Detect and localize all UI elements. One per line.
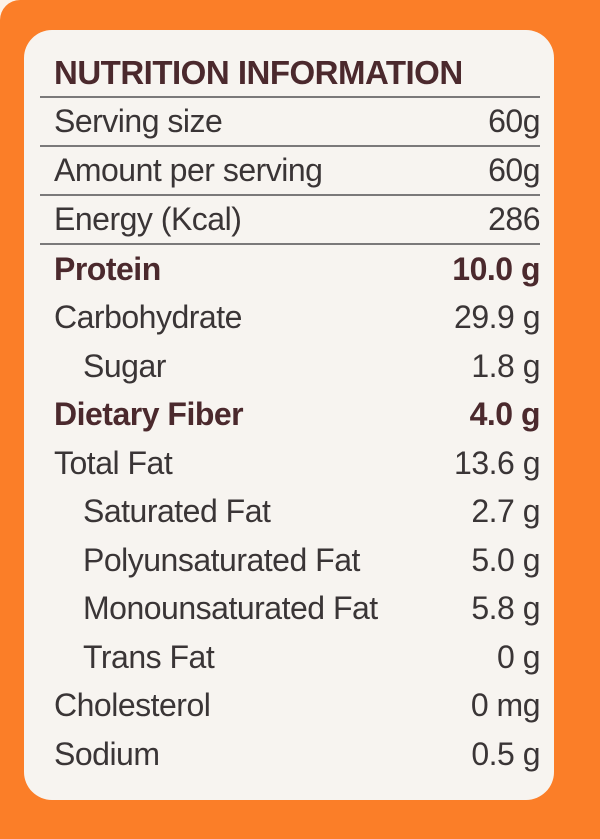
row-value: 0 g: [497, 638, 540, 675]
row-label: Carbohydrate: [54, 299, 242, 336]
row-label: Dietary Fiber: [54, 396, 244, 433]
nutrition-title: NUTRITION INFORMATION: [54, 54, 463, 91]
row-value: 10.0 g: [452, 250, 540, 287]
row-polyunsaturated-fat: Polyunsaturated Fat 5.0 g: [40, 536, 540, 585]
row-value: 29.9 g: [454, 299, 540, 336]
row-cholesterol: Cholesterol 0 mg: [40, 682, 541, 731]
row-sugar: Sugar 1.8 g: [40, 342, 540, 391]
row-value: 286: [488, 201, 540, 237]
row-value: 5.0 g: [471, 541, 540, 578]
row-energy: Energy (Kcal) 286: [40, 196, 540, 243]
row-value: 60g: [488, 152, 540, 188]
divider: [40, 243, 540, 245]
row-label: Protein: [54, 250, 161, 287]
row-total-fat: Total Fat 13.6 g: [40, 439, 540, 488]
row-serving-size: Serving size 60g: [40, 98, 540, 145]
divider-under-title: [40, 96, 540, 98]
row-label: Polyunsaturated Fat: [83, 541, 360, 578]
row-label: Sugar: [83, 347, 166, 384]
row-trans-fat: Trans Fat 0 g: [40, 633, 540, 682]
row-value: 0 mg: [470, 687, 541, 724]
row-protein: Protein 10.0 g: [40, 245, 540, 294]
row-label: Sodium: [54, 735, 160, 772]
nutrition-facts-card: NUTRITION INFORMATION Serving size 60g A…: [24, 30, 554, 800]
row-value: 4.0 g: [469, 396, 541, 433]
row-label: Monounsaturated Fat: [83, 590, 378, 627]
row-label: Energy (Kcal): [54, 201, 242, 237]
row-value: 1.8 g: [471, 347, 540, 384]
divider: [40, 145, 540, 147]
row-dietary-fiber: Dietary Fiber 4.0 g: [40, 391, 541, 440]
row-value: 60g: [488, 103, 540, 139]
row-value: 0.5 g: [471, 735, 540, 772]
row-value: 2.7 g: [471, 493, 540, 530]
divider: [40, 194, 540, 196]
row-label: Saturated Fat: [83, 493, 271, 530]
row-amount-per-serving: Amount per serving 60g: [40, 147, 540, 194]
row-label: Serving size: [54, 103, 223, 139]
row-value: 5.8 g: [471, 590, 540, 627]
row-label: Cholesterol: [54, 687, 211, 724]
row-sodium: Sodium 0.5 g: [40, 730, 540, 779]
row-label: Amount per serving: [54, 152, 323, 188]
row-monounsaturated-fat: Monounsaturated Fat 5.8 g: [40, 585, 540, 634]
row-label: Total Fat: [54, 444, 173, 481]
row-value: 13.6 g: [454, 444, 540, 481]
row-saturated-fat: Saturated Fat 2.7 g: [40, 488, 540, 537]
row-label: Trans Fat: [83, 638, 215, 675]
row-carbohydrate: Carbohydrate 29.9 g: [40, 294, 540, 343]
